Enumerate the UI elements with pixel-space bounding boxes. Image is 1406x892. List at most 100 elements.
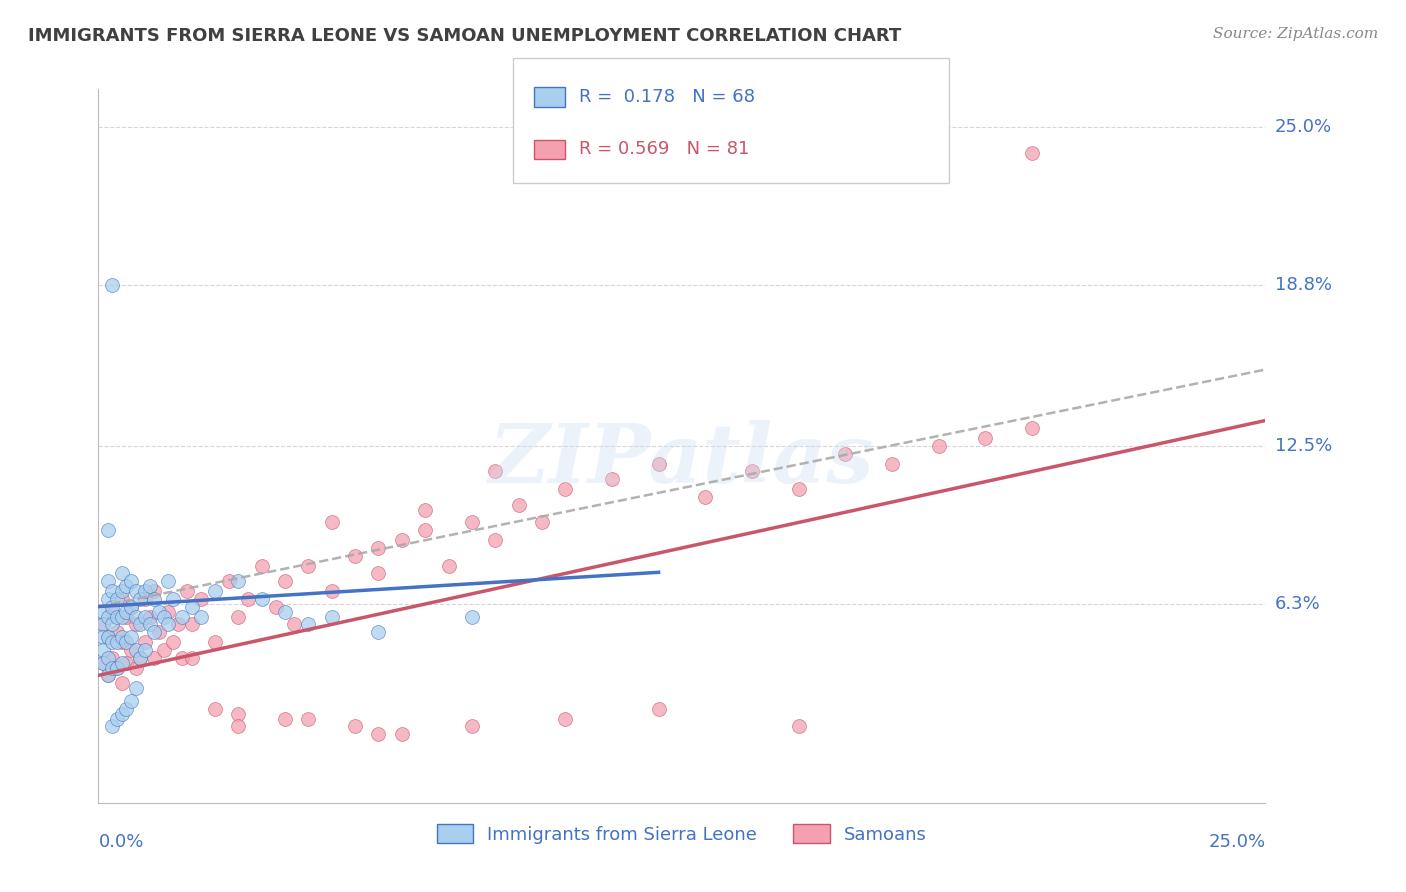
Point xyxy=(297,712,319,726)
Point xyxy=(120,599,142,614)
Point xyxy=(250,591,273,606)
Point xyxy=(344,549,367,563)
Point xyxy=(101,605,124,619)
Point xyxy=(97,574,120,588)
Point xyxy=(180,617,202,632)
Point xyxy=(152,609,174,624)
Point xyxy=(974,431,997,445)
Point xyxy=(115,701,138,715)
Point xyxy=(111,676,134,690)
Text: Source: ZipAtlas.com: Source: ZipAtlas.com xyxy=(1212,27,1378,41)
Text: 25.0%: 25.0% xyxy=(1275,119,1331,136)
Point xyxy=(274,712,297,726)
Point xyxy=(125,617,148,632)
Point xyxy=(180,599,202,614)
Point xyxy=(125,609,148,624)
Point xyxy=(115,656,138,670)
Point xyxy=(129,650,152,665)
Point xyxy=(125,661,148,675)
Point xyxy=(218,574,240,588)
Point xyxy=(228,574,250,588)
Point xyxy=(111,630,134,644)
Point xyxy=(97,668,120,682)
Point xyxy=(647,457,669,471)
Point xyxy=(143,625,166,640)
Point xyxy=(1021,421,1043,435)
Point xyxy=(111,706,134,721)
Point xyxy=(91,605,114,619)
Point xyxy=(152,643,174,657)
Point xyxy=(1021,145,1043,160)
Point xyxy=(297,558,319,573)
Point xyxy=(120,599,142,614)
Point xyxy=(157,617,180,632)
Point xyxy=(143,650,166,665)
Point xyxy=(134,609,156,624)
Point xyxy=(101,599,124,614)
Point xyxy=(204,584,226,599)
Point xyxy=(97,630,120,644)
Point xyxy=(880,457,903,471)
Point xyxy=(125,643,148,657)
Point xyxy=(297,617,319,632)
Point xyxy=(129,617,152,632)
Text: ZIPatlas: ZIPatlas xyxy=(489,420,875,500)
Point xyxy=(97,523,120,537)
Point xyxy=(157,605,180,619)
Point xyxy=(97,630,120,644)
Point xyxy=(344,719,367,733)
Point xyxy=(101,278,124,293)
Point xyxy=(139,609,162,624)
Text: 18.8%: 18.8% xyxy=(1275,277,1331,294)
Point xyxy=(834,447,856,461)
Point xyxy=(367,727,389,741)
Point xyxy=(129,591,152,606)
Point xyxy=(180,650,202,665)
Point xyxy=(101,650,124,665)
Point xyxy=(236,591,259,606)
Point xyxy=(139,617,162,632)
Point xyxy=(143,584,166,599)
Point xyxy=(97,591,120,606)
Point xyxy=(97,668,120,682)
Point xyxy=(148,605,170,619)
Point xyxy=(101,719,124,733)
Point xyxy=(91,656,114,670)
Text: R =  0.178   N = 68: R = 0.178 N = 68 xyxy=(579,88,755,106)
Point xyxy=(120,694,142,708)
Point xyxy=(115,605,138,619)
Point xyxy=(695,490,717,504)
Point xyxy=(176,584,198,599)
Point xyxy=(461,719,484,733)
Point xyxy=(391,533,413,548)
Point xyxy=(391,727,413,741)
Point xyxy=(321,516,343,530)
Point xyxy=(129,650,152,665)
Point xyxy=(283,617,305,632)
Point xyxy=(111,566,134,581)
Point xyxy=(105,609,128,624)
Legend: Immigrants from Sierra Leone, Samoans: Immigrants from Sierra Leone, Samoans xyxy=(430,817,934,851)
Point xyxy=(91,656,114,670)
Point xyxy=(367,566,389,581)
Point xyxy=(101,661,124,675)
Point xyxy=(461,516,484,530)
Point xyxy=(105,591,128,606)
Point xyxy=(741,465,763,479)
Point xyxy=(111,584,134,599)
Point xyxy=(413,523,436,537)
Point xyxy=(101,584,124,599)
Point xyxy=(105,625,128,640)
Text: 6.3%: 6.3% xyxy=(1275,595,1320,613)
Point xyxy=(264,599,287,614)
Point xyxy=(148,625,170,640)
Point xyxy=(134,584,156,599)
Point xyxy=(530,516,553,530)
Point xyxy=(190,591,212,606)
Point xyxy=(250,558,273,573)
Point xyxy=(162,635,184,649)
Point xyxy=(554,712,576,726)
Point xyxy=(228,609,250,624)
Point xyxy=(484,465,506,479)
Point xyxy=(204,635,226,649)
